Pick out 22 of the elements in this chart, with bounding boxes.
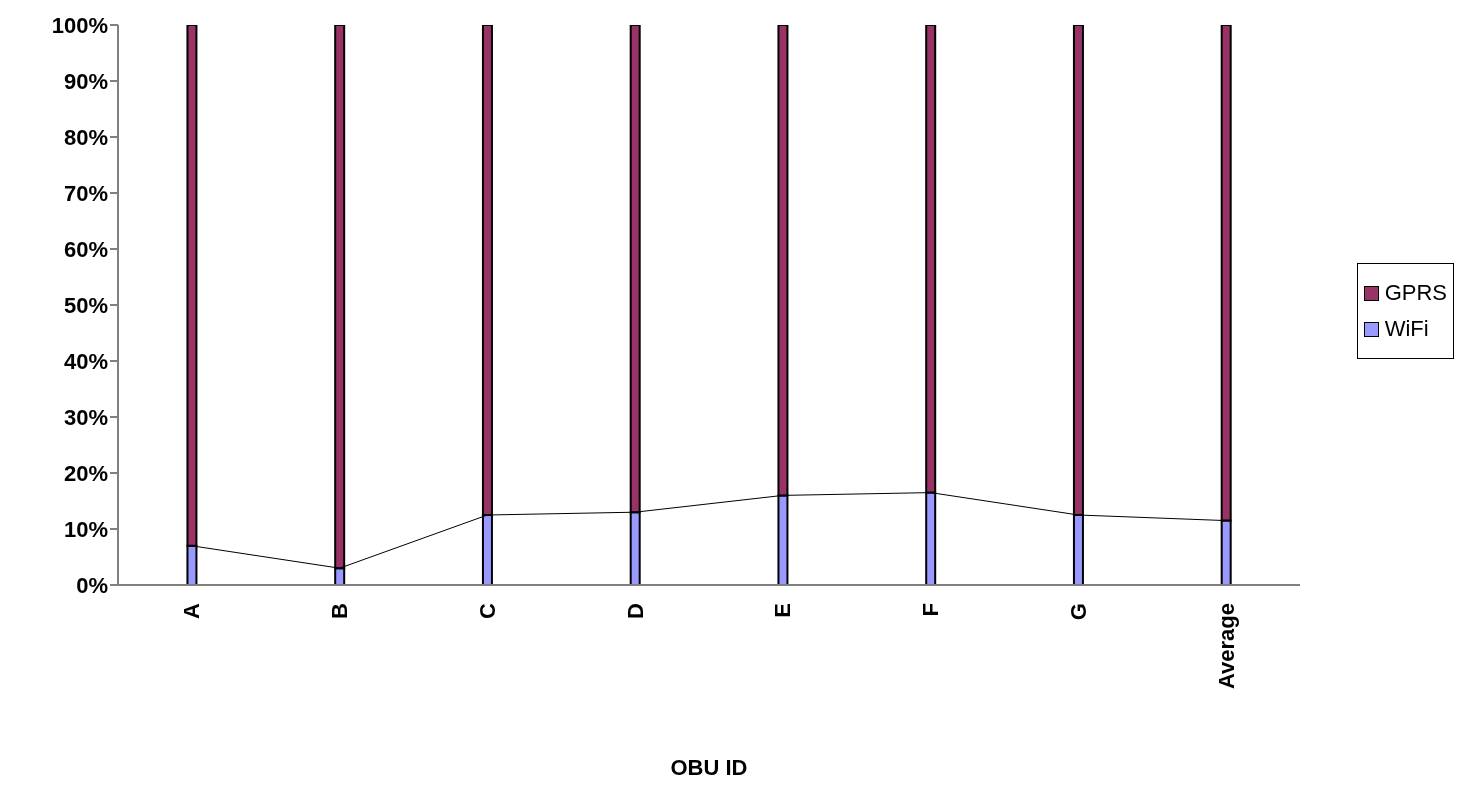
x-tick-label: E <box>770 603 796 618</box>
x-tick-label: C <box>474 602 500 619</box>
y-tick-label: 20% <box>63 460 108 486</box>
y-tick-label: 90% <box>63 68 108 94</box>
x-tick-label: A <box>179 602 205 619</box>
x-tick-label: G <box>1065 603 1091 621</box>
legend-label: WiFi <box>1384 315 1429 343</box>
x-tick-label: D <box>622 603 648 619</box>
y-tick-label: 80% <box>63 124 108 150</box>
y-tick-label: 70% <box>63 180 108 206</box>
y-tick-label: 0% <box>76 572 108 598</box>
x-tick-label: Average <box>1213 603 1239 690</box>
y-tick-label: 50% <box>63 292 108 318</box>
legend-label: GPRS <box>1384 279 1447 307</box>
y-tick-label: 60% <box>63 236 108 262</box>
y-tick-label: 40% <box>63 348 108 374</box>
x-tick-label: B <box>327 603 353 619</box>
y-tick-label: 100% <box>51 12 108 38</box>
y-tick-label: 10% <box>63 516 108 542</box>
x-tick-label: F <box>918 603 944 617</box>
y-tick-label: 30% <box>63 404 108 430</box>
x-axis-title: OBU ID <box>670 755 748 780</box>
